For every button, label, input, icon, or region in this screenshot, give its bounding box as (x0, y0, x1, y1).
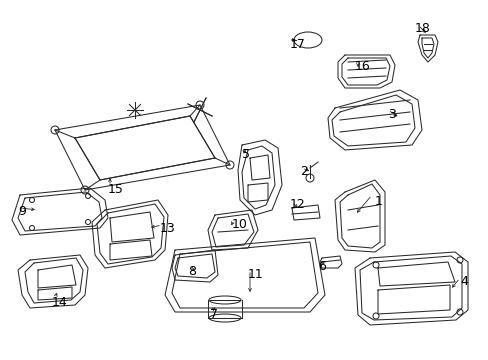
Text: 13: 13 (160, 222, 175, 235)
Text: 15: 15 (108, 183, 123, 196)
Text: 12: 12 (289, 198, 305, 211)
Text: 6: 6 (317, 260, 325, 273)
Text: 17: 17 (289, 38, 305, 51)
Text: 8: 8 (187, 265, 196, 278)
Text: 4: 4 (459, 275, 467, 288)
Text: 11: 11 (247, 268, 263, 281)
Text: 16: 16 (354, 60, 370, 73)
Text: 7: 7 (209, 308, 218, 321)
Text: 3: 3 (387, 108, 395, 121)
Text: 5: 5 (242, 148, 249, 161)
Text: 1: 1 (374, 195, 382, 208)
Text: 18: 18 (414, 22, 430, 35)
Text: 9: 9 (18, 205, 26, 218)
Text: 14: 14 (52, 296, 68, 309)
Text: 2: 2 (299, 165, 307, 178)
Text: 10: 10 (231, 218, 247, 231)
